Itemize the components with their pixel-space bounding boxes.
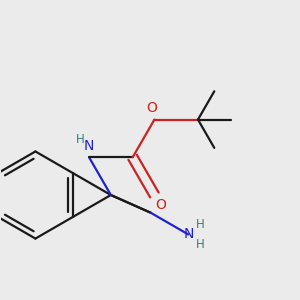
- Text: O: O: [155, 198, 167, 212]
- Text: H: H: [196, 238, 205, 251]
- Text: N: N: [84, 140, 94, 154]
- Text: O: O: [146, 101, 157, 115]
- Text: H: H: [76, 133, 84, 146]
- Text: H: H: [196, 218, 205, 231]
- Text: N: N: [183, 227, 194, 242]
